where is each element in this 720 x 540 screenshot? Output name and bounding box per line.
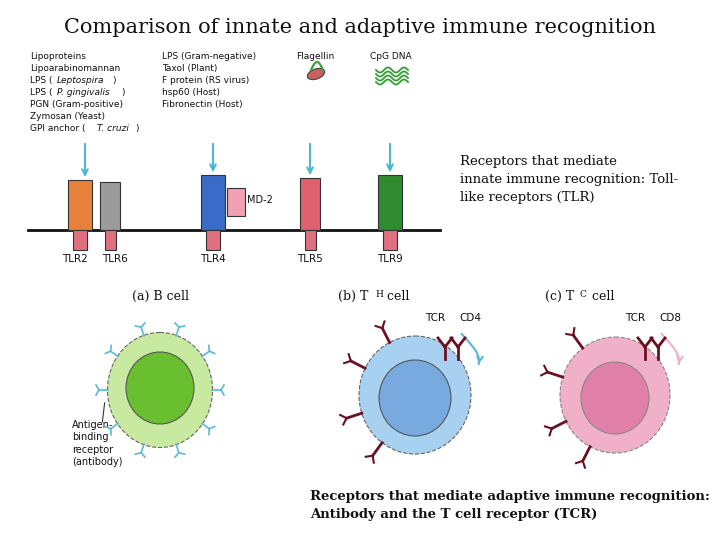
Text: CD8: CD8 xyxy=(659,313,681,323)
FancyBboxPatch shape xyxy=(305,230,315,250)
Text: TLR6: TLR6 xyxy=(102,254,128,264)
Text: hsp60 (Host): hsp60 (Host) xyxy=(162,88,220,97)
Text: MD-2: MD-2 xyxy=(247,195,273,205)
Text: Receptors that mediate adaptive immune recognition:: Receptors that mediate adaptive immune r… xyxy=(310,490,710,503)
Ellipse shape xyxy=(107,333,212,448)
Text: cell: cell xyxy=(588,290,614,303)
Text: Fibronectin (Host): Fibronectin (Host) xyxy=(162,100,243,109)
Text: (c) T: (c) T xyxy=(545,290,575,303)
Text: ): ) xyxy=(121,88,125,97)
Text: TCR: TCR xyxy=(625,313,645,323)
Text: Leptospira: Leptospira xyxy=(57,76,104,85)
Ellipse shape xyxy=(379,360,451,436)
Text: (b) T: (b) T xyxy=(338,290,369,303)
Text: TLR5: TLR5 xyxy=(297,254,323,264)
FancyBboxPatch shape xyxy=(207,230,220,250)
Text: CpG DNA: CpG DNA xyxy=(370,52,412,61)
Text: TLR2: TLR2 xyxy=(62,254,88,264)
Text: LPS (Gram-negative): LPS (Gram-negative) xyxy=(162,52,256,61)
Text: P. gingivalis: P. gingivalis xyxy=(57,88,109,97)
Text: Lipoarabinomannan: Lipoarabinomannan xyxy=(30,64,120,73)
Text: H: H xyxy=(375,290,383,299)
Text: TLR4: TLR4 xyxy=(200,254,226,264)
FancyBboxPatch shape xyxy=(201,175,225,230)
Text: Lipoproteins: Lipoproteins xyxy=(30,52,86,61)
Ellipse shape xyxy=(126,352,194,424)
Text: T. cruzi: T. cruzi xyxy=(97,124,129,133)
Ellipse shape xyxy=(581,362,649,434)
Text: Zymosan (Yeast): Zymosan (Yeast) xyxy=(30,112,105,121)
Text: TLR9: TLR9 xyxy=(377,254,403,264)
Text: ): ) xyxy=(112,76,115,85)
Ellipse shape xyxy=(560,337,670,453)
FancyBboxPatch shape xyxy=(104,230,115,250)
Text: CD4: CD4 xyxy=(459,313,481,323)
FancyBboxPatch shape xyxy=(73,230,86,250)
Text: Flagellin: Flagellin xyxy=(296,52,334,61)
Text: F protein (RS virus): F protein (RS virus) xyxy=(162,76,249,85)
FancyBboxPatch shape xyxy=(227,188,245,216)
Text: C: C xyxy=(580,290,587,299)
Text: TCR: TCR xyxy=(425,313,445,323)
Ellipse shape xyxy=(359,336,471,454)
Text: GPI anchor (: GPI anchor ( xyxy=(30,124,86,133)
Text: ): ) xyxy=(135,124,138,133)
Text: Receptors that mediate
innate immune recognition: Toll-
like receptors (TLR): Receptors that mediate innate immune rec… xyxy=(460,155,678,204)
Text: LPS (: LPS ( xyxy=(30,76,53,85)
Ellipse shape xyxy=(307,69,325,79)
Text: PGN (Gram-positive): PGN (Gram-positive) xyxy=(30,100,123,109)
FancyBboxPatch shape xyxy=(378,175,402,230)
Text: Antigen-
binding
receptor
(antibody): Antigen- binding receptor (antibody) xyxy=(72,420,122,467)
Text: cell: cell xyxy=(383,290,410,303)
Text: Comparison of innate and adaptive immune recognition: Comparison of innate and adaptive immune… xyxy=(64,18,656,37)
FancyBboxPatch shape xyxy=(100,182,120,230)
FancyBboxPatch shape xyxy=(383,230,397,250)
Text: LPS (: LPS ( xyxy=(30,88,53,97)
FancyBboxPatch shape xyxy=(68,180,92,230)
Text: Antibody and the T cell receptor (TCR): Antibody and the T cell receptor (TCR) xyxy=(310,508,598,521)
Text: (a) B cell: (a) B cell xyxy=(132,290,189,303)
Text: Taxol (Plant): Taxol (Plant) xyxy=(162,64,217,73)
FancyBboxPatch shape xyxy=(300,178,320,230)
